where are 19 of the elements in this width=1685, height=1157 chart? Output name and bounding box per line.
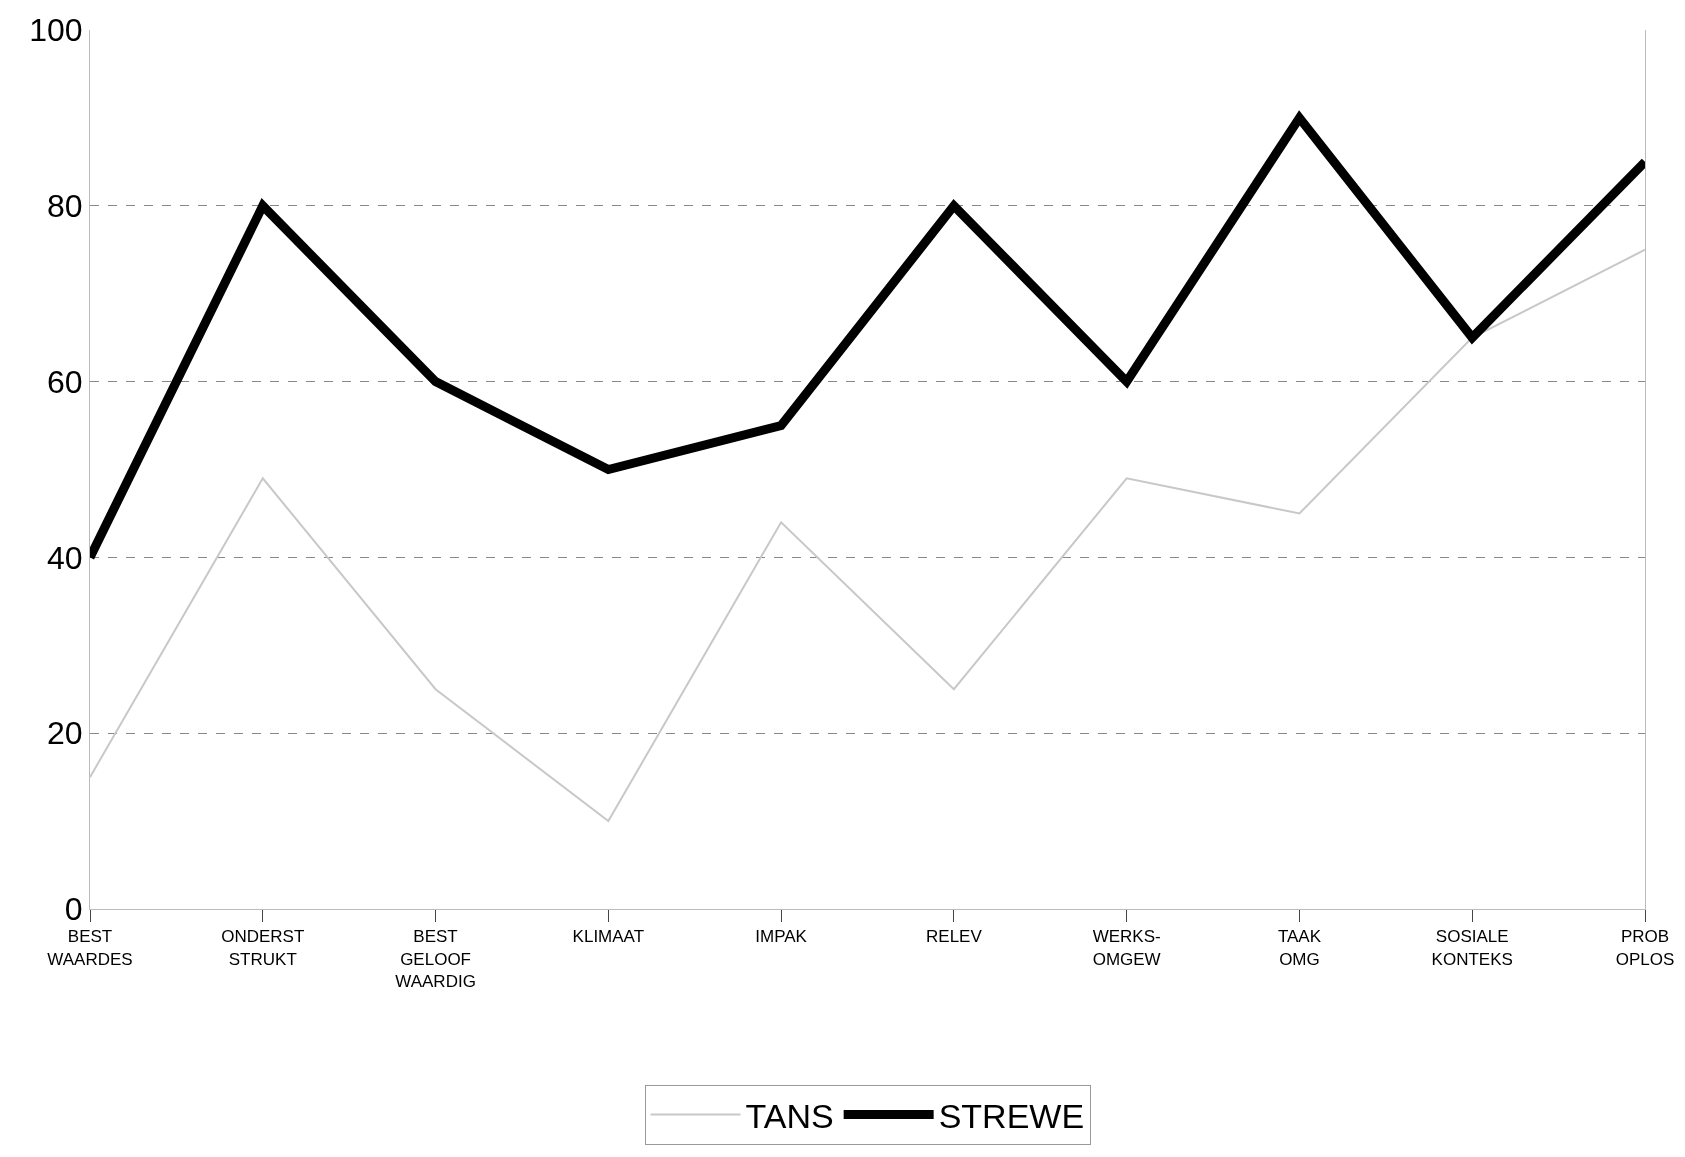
y-tick-label: 0 <box>64 891 83 928</box>
x-tick-label: KLIMAAT <box>572 927 645 947</box>
line-series <box>90 248 1645 823</box>
legend-label: STREWE <box>938 1096 1085 1135</box>
x-tick-label: TAAK OMG <box>1277 927 1322 969</box>
x-tick-label: PROB OPLOS <box>1615 927 1675 969</box>
x-tick-label: IMPAK <box>755 927 808 947</box>
y-tick-label: 80 <box>47 188 83 224</box>
y-tick-label: 60 <box>47 363 83 400</box>
x-tick-label: BEST WAARDES <box>47 927 133 969</box>
x-tick-label: WERKS- OMGEW <box>1092 927 1161 969</box>
x-tick-label: ONDERST STRUKT <box>221 927 305 969</box>
y-tick-label: 100 <box>29 12 83 49</box>
x-tick-label: SOSIALE KONTEKS <box>1431 927 1513 969</box>
x-tick-label: RELEV <box>926 927 983 947</box>
legend-label: TANS <box>745 1096 834 1135</box>
y-tick-label: 20 <box>47 715 83 752</box>
y-tick-label: 40 <box>47 539 83 576</box>
x-tick-label: BEST GELOOF WAARDIG <box>395 927 476 991</box>
